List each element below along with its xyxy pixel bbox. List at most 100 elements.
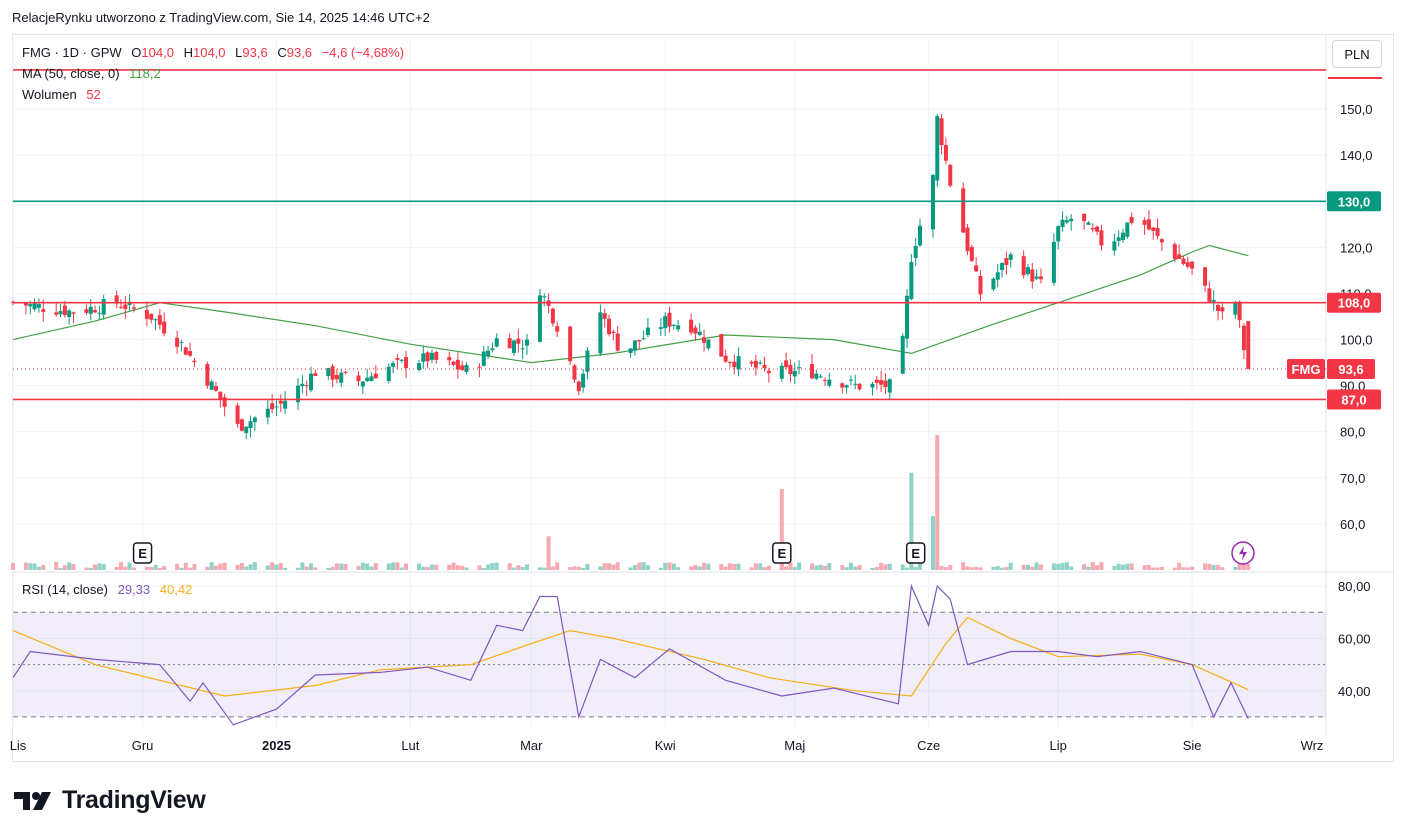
candle-body[interactable]: [887, 379, 892, 393]
candle-body[interactable]: [572, 365, 577, 380]
candle-body[interactable]: [490, 348, 495, 351]
candle-body[interactable]: [1220, 307, 1225, 312]
candle-body[interactable]: [93, 310, 98, 313]
candle-body[interactable]: [991, 278, 996, 290]
candle-body[interactable]: [343, 371, 348, 373]
candle-body[interactable]: [671, 324, 676, 326]
candle-body[interactable]: [1000, 263, 1005, 270]
candle-body[interactable]: [1112, 241, 1117, 251]
candle-body[interactable]: [615, 333, 620, 351]
candle-body[interactable]: [792, 370, 797, 377]
candle-body[interactable]: [766, 370, 771, 374]
candle-body[interactable]: [84, 309, 89, 313]
candle-body[interactable]: [1129, 216, 1134, 223]
candle-body[interactable]: [658, 327, 663, 329]
candle-body[interactable]: [54, 312, 59, 315]
candle-body[interactable]: [494, 338, 499, 347]
candle-body[interactable]: [749, 361, 754, 364]
candle-body[interactable]: [1004, 257, 1009, 265]
candle-body[interactable]: [507, 338, 512, 349]
candle-body[interactable]: [300, 383, 305, 387]
legend-symbol[interactable]: FMG · 1D · GPW: [22, 45, 122, 60]
candle-body[interactable]: [637, 340, 642, 342]
volume-legend[interactable]: Wolumen 52: [22, 87, 101, 102]
candle-body[interactable]: [1116, 237, 1121, 241]
candle-body[interactable]: [611, 331, 616, 334]
candle-body[interactable]: [1172, 244, 1177, 259]
candle-body[interactable]: [840, 383, 845, 388]
candle-body[interactable]: [326, 368, 331, 376]
candle-body[interactable]: [1095, 226, 1100, 232]
candle-body[interactable]: [1082, 213, 1087, 222]
candle-body[interactable]: [939, 118, 944, 146]
candle-body[interactable]: [762, 364, 767, 369]
candle-body[interactable]: [818, 376, 823, 378]
candle-body[interactable]: [296, 385, 301, 403]
candle-body[interactable]: [464, 364, 469, 372]
candle-body[interactable]: [97, 312, 102, 314]
candle-body[interactable]: [205, 363, 210, 386]
candle-body[interactable]: [131, 307, 136, 309]
candle-body[interactable]: [1086, 222, 1091, 225]
candle-body[interactable]: [727, 362, 732, 364]
candle-body[interactable]: [460, 365, 465, 370]
candle-body[interactable]: [274, 406, 279, 408]
candle-body[interactable]: [663, 316, 668, 329]
candle-body[interactable]: [758, 362, 763, 364]
candle-body[interactable]: [157, 315, 162, 325]
candle-body[interactable]: [719, 334, 724, 357]
candle-body[interactable]: [667, 312, 672, 327]
candle-body[interactable]: [481, 351, 486, 366]
candle-body[interactable]: [36, 304, 41, 308]
candle-body[interactable]: [218, 391, 223, 400]
candle-body[interactable]: [913, 246, 918, 258]
candle-body[interactable]: [1237, 301, 1242, 321]
candle-body[interactable]: [1233, 303, 1238, 315]
candle-body[interactable]: [1064, 220, 1069, 223]
earnings-marker[interactable]: [132, 542, 153, 564]
candle-body[interactable]: [183, 347, 188, 355]
candle-body[interactable]: [71, 312, 76, 314]
candle-body[interactable]: [313, 373, 318, 376]
candle-body[interactable]: [853, 383, 858, 385]
candle-body[interactable]: [1216, 305, 1221, 311]
candle-body[interactable]: [421, 353, 426, 362]
rsi-legend[interactable]: RSI (14, close) 29,33 40,42: [22, 582, 192, 597]
candle-body[interactable]: [416, 363, 421, 370]
candle-body[interactable]: [879, 380, 884, 385]
candle-body[interactable]: [265, 408, 270, 418]
candle-body[interactable]: [283, 400, 288, 409]
candle-body[interactable]: [213, 386, 218, 391]
candle-body[interactable]: [1146, 219, 1151, 230]
candle-body[interactable]: [278, 400, 283, 404]
currency-button[interactable]: PLN: [1332, 40, 1382, 68]
candle-body[interactable]: [779, 365, 784, 379]
earnings-marker[interactable]: [905, 542, 926, 564]
candle-body[interactable]: [797, 367, 802, 369]
candle-body[interactable]: [144, 310, 149, 319]
candle-body[interactable]: [827, 379, 832, 386]
candle-body[interactable]: [23, 302, 28, 306]
candle-body[interactable]: [883, 380, 888, 388]
candle-body[interactable]: [524, 339, 529, 346]
candle-body[interactable]: [455, 359, 460, 370]
candle-body[interactable]: [123, 304, 128, 310]
candle-body[interactable]: [930, 175, 935, 230]
candle-body[interactable]: [330, 366, 335, 380]
candle-body[interactable]: [1125, 222, 1130, 237]
candle-body[interactable]: [244, 426, 249, 434]
candle-body[interactable]: [1038, 276, 1043, 280]
candle-body[interactable]: [788, 364, 793, 375]
candle-body[interactable]: [1185, 262, 1190, 267]
candle-body[interactable]: [1051, 241, 1056, 283]
candle-body[interactable]: [248, 421, 253, 429]
tradingview-logo[interactable]: TradingView: [14, 786, 206, 815]
candle-body[interactable]: [360, 381, 365, 387]
candle-body[interactable]: [1177, 254, 1182, 259]
candle-body[interactable]: [209, 381, 214, 390]
candle-body[interactable]: [334, 375, 339, 380]
candle-body[interactable]: [1056, 226, 1061, 242]
candle-body[interactable]: [1034, 276, 1039, 279]
candle-body[interactable]: [628, 348, 633, 353]
candle-body[interactable]: [434, 352, 439, 360]
